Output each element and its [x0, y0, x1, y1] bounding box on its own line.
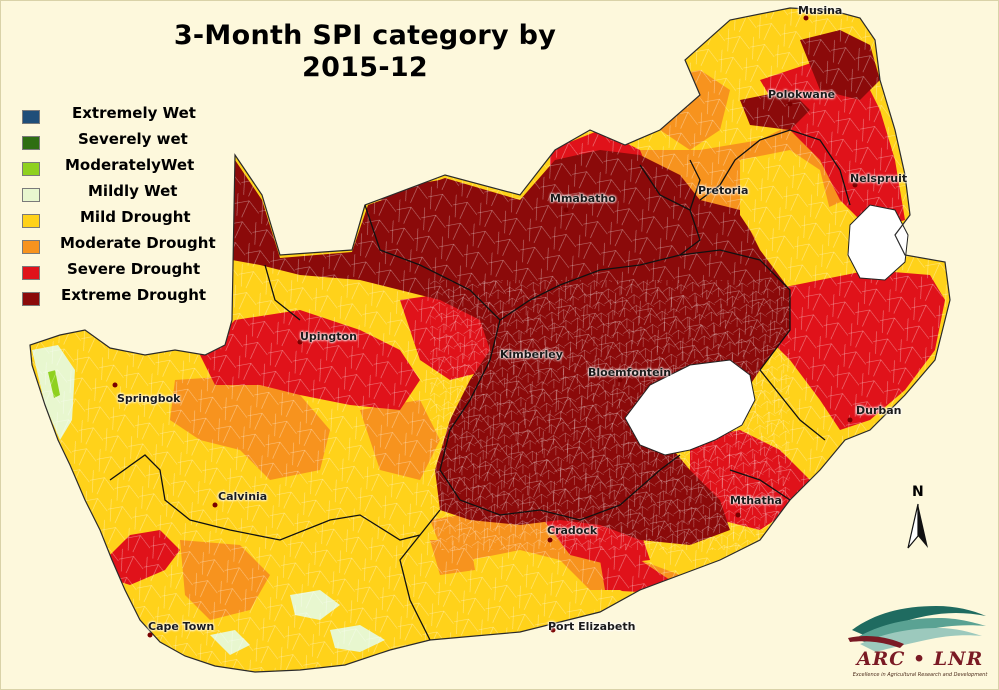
- musina-marker: [803, 15, 809, 21]
- city-label-nelspruit: Nelspruit: [850, 172, 908, 185]
- legend-label: Mild Drought: [80, 208, 191, 226]
- legend-label: Severely wet: [78, 130, 188, 148]
- upington-marker: [297, 339, 303, 345]
- legend-item-extremely-wet: Extremely Wet: [22, 104, 252, 126]
- legend-swatch: [22, 136, 40, 150]
- city-label-durban: Durban: [856, 404, 902, 417]
- legend-swatch: [22, 162, 40, 176]
- legend-item-mild-drought: Mild Drought: [22, 208, 252, 230]
- nelspruit-marker: [852, 182, 858, 188]
- swaziland: [847, 204, 909, 281]
- city-label-springbok: Springbok: [117, 392, 181, 405]
- city-markers: [112, 15, 858, 638]
- mthatha-marker: [735, 512, 741, 518]
- lesotho: [624, 359, 756, 456]
- port-elizabeth-marker: [550, 627, 556, 633]
- legend-label: Moderate Drought: [60, 234, 216, 252]
- cradock-marker: [547, 537, 553, 543]
- legend-label: Mildly Wet: [88, 182, 178, 200]
- map-title-line-1: 3-Month SPI category by: [173, 20, 557, 51]
- legend-label: Extreme Drought: [61, 286, 207, 304]
- legend-label: Severe Drought: [67, 260, 201, 278]
- legend-swatch: [22, 240, 40, 254]
- legend-item-moderate-drought: Moderate Drought: [22, 234, 252, 256]
- city-label-kimberley: Kimberley: [500, 348, 563, 361]
- arc-lnr-logo-icon: [848, 606, 986, 652]
- city-label-bloemfontein: Bloemfontein: [588, 366, 672, 379]
- legend-swatch: [22, 188, 40, 202]
- legend-swatch: [22, 214, 40, 228]
- legend-item-mildly-wet: Mildly Wet: [22, 182, 252, 204]
- province-boundaries: [109, 129, 851, 641]
- legend-swatch: [22, 266, 40, 280]
- city-label-musina: Musina: [798, 4, 843, 17]
- city-label-cradock: Cradock: [547, 524, 598, 537]
- kimberley-marker: [517, 362, 523, 368]
- city-label-calvinia: Calvinia: [218, 490, 268, 503]
- city-label-cape-town: Cape Town: [148, 620, 215, 633]
- calvinia-marker: [212, 502, 218, 508]
- legend-label: Extremely Wet: [72, 104, 196, 122]
- legend-swatch: [22, 292, 40, 306]
- legend-item-extreme-drought: Extreme Drought: [22, 286, 252, 308]
- durban-marker: [847, 417, 853, 423]
- springbok-marker: [112, 382, 118, 388]
- legend-item-moderately-wet: ModeratelyWet: [22, 156, 252, 178]
- pretoria-marker: [712, 187, 718, 193]
- legend-item-severe-drought: Severe Drought: [22, 260, 252, 282]
- legend-swatch: [22, 110, 40, 124]
- city-label-polokwane: Polokwane: [768, 88, 836, 101]
- city-label-mmabatho: Mmabatho: [550, 192, 616, 205]
- city-label-port-elizabeth: Port Elizabeth: [548, 620, 636, 633]
- map-title-line-2: 2015-12: [301, 52, 429, 83]
- city-label-pretoria: Pretoria: [698, 184, 749, 197]
- north-label: N: [912, 484, 924, 500]
- polokwane-marker: [787, 101, 793, 107]
- city-label-upington: Upington: [300, 330, 357, 343]
- legend-label: ModeratelyWet: [65, 156, 195, 174]
- city-label-mthatha: Mthatha: [730, 494, 782, 507]
- cape-town-marker: [147, 632, 153, 638]
- logo-tagline: Excellence in Agricultural Research and …: [852, 672, 988, 678]
- north-arrow-icon: [907, 503, 928, 549]
- mmabatho-marker: [563, 207, 569, 213]
- bloemfontein-marker: [617, 377, 623, 383]
- logo-text: ARC • LNR: [856, 648, 984, 670]
- legend-item-severely-wet: Severely wet: [22, 130, 252, 152]
